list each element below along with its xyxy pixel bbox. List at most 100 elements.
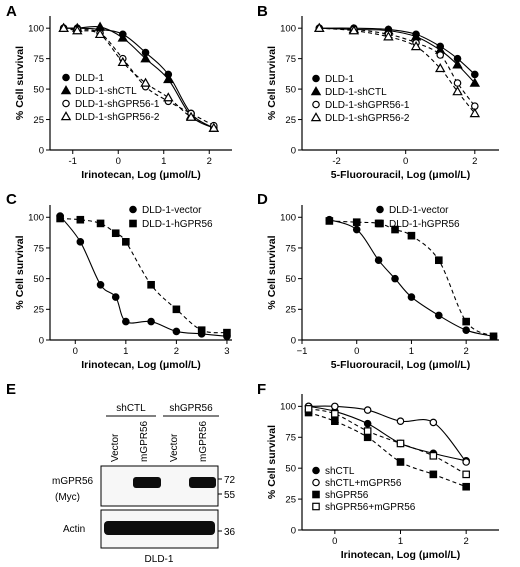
data-point (147, 280, 155, 289)
data-point (407, 231, 416, 240)
blot-lane-label: mGPR56 (198, 420, 209, 462)
data-point (452, 86, 463, 96)
x-tick-label: 2 (174, 346, 179, 357)
data-point (94, 28, 106, 39)
data-point (352, 225, 361, 234)
data-point (208, 122, 220, 132)
panel-label-b: B (257, 3, 268, 20)
x-tick-label: 2 (464, 536, 469, 547)
y-tick-label: 25 (33, 115, 44, 126)
data-point (452, 59, 463, 69)
series-line (60, 217, 227, 334)
data-point (396, 458, 405, 466)
data-point (163, 73, 174, 84)
panel-label-e: E (6, 381, 16, 398)
data-point (111, 293, 120, 301)
legend-entry: shGPR56+mGPR56 (325, 502, 416, 513)
data-point (314, 22, 325, 32)
data-point (410, 41, 422, 51)
legend-marker (129, 219, 137, 228)
x-tick-label: 2 (464, 346, 469, 357)
y-tick-label: 75 (285, 243, 296, 254)
data-point (76, 215, 85, 224)
legend-marker (312, 100, 320, 109)
data-point (407, 293, 416, 301)
data-point (56, 214, 64, 223)
y-tick-label: 25 (33, 305, 44, 316)
x-axis-label: Irinotecan, Log (μmol/L) (81, 169, 201, 181)
data-point (331, 409, 339, 418)
y-axis-label: % Cell survival (266, 235, 278, 309)
x-axis-label: Irinotecan, Log (μmol/L) (341, 549, 461, 561)
data-point (429, 418, 438, 427)
data-point (72, 25, 83, 35)
y-tick-label: 75 (285, 433, 296, 444)
y-tick-label: 75 (285, 54, 296, 65)
data-point (58, 22, 69, 32)
y-tick-label: 100 (28, 23, 44, 34)
data-point (76, 238, 85, 246)
blot-marker-label: 72 (224, 475, 236, 486)
data-point (462, 326, 470, 334)
legend-marker (60, 111, 72, 121)
data-point (117, 56, 129, 67)
legend-marker (376, 219, 384, 228)
blot-group-label: shGPR56 (169, 403, 213, 414)
y-tick-label: 25 (285, 115, 296, 126)
legend-marker (60, 85, 72, 95)
y-tick-label: 0 (39, 145, 44, 156)
data-point (462, 482, 470, 491)
x-tick-label: 2 (207, 156, 212, 167)
y-tick-label: 0 (291, 335, 296, 346)
y-tick-label: 100 (28, 213, 44, 224)
legend-marker (62, 73, 70, 82)
western-blot: shCTL shGPR56 Vector mGPR56 Vector mGPR5… (52, 403, 236, 565)
data-point (331, 417, 339, 426)
data-point (429, 452, 438, 460)
y-tick-label: 50 (33, 274, 44, 285)
data-point (462, 458, 470, 466)
data-point (435, 256, 443, 265)
data-point (374, 256, 383, 265)
y-tick-label: 0 (291, 145, 296, 156)
blot-lane-label: mGPR56 (139, 420, 150, 462)
data-point (489, 332, 498, 341)
y-tick-label: 25 (285, 494, 296, 505)
x-tick-label: 1 (398, 536, 403, 547)
chart-b: 0 25 50 75 100 -2 0 25-Fluorouracil, Log (μmol/… (266, 16, 499, 181)
legend-marker (312, 502, 320, 511)
legend-entry: DLD-1-vector (389, 205, 449, 216)
x-tick-label: 1 (123, 346, 128, 357)
legend-marker (312, 478, 320, 487)
data-point (185, 111, 197, 121)
y-tick-label: 0 (39, 335, 44, 346)
y-tick-label: 25 (285, 305, 296, 316)
data-point (111, 229, 120, 238)
blot-band (189, 477, 216, 488)
data-point (304, 405, 313, 413)
blot-lane-label: Vector (169, 433, 180, 462)
blot-row-label: Actin (63, 524, 85, 535)
legend-marker (310, 86, 322, 96)
data-point (429, 470, 438, 479)
y-tick-label: 75 (33, 243, 44, 254)
y-tick-label: 50 (285, 84, 296, 95)
x-tick-label: 0 (73, 346, 78, 357)
blot-lane-label: Vector (110, 433, 121, 462)
y-tick-label: 50 (285, 274, 296, 285)
data-point (96, 280, 105, 289)
y-tick-label: 0 (291, 525, 296, 536)
blot-cell-line-label: DLD-1 (145, 554, 174, 565)
y-axis-label: % Cell survival (266, 425, 278, 499)
data-point (453, 79, 462, 87)
data-point (469, 77, 481, 87)
legend-marker (129, 205, 137, 214)
data-point (96, 219, 105, 228)
x-tick-label: 0 (403, 156, 408, 167)
data-point (223, 328, 231, 337)
data-point (396, 439, 405, 448)
blot-marker-label: 36 (224, 527, 236, 538)
blot-band (104, 521, 215, 535)
